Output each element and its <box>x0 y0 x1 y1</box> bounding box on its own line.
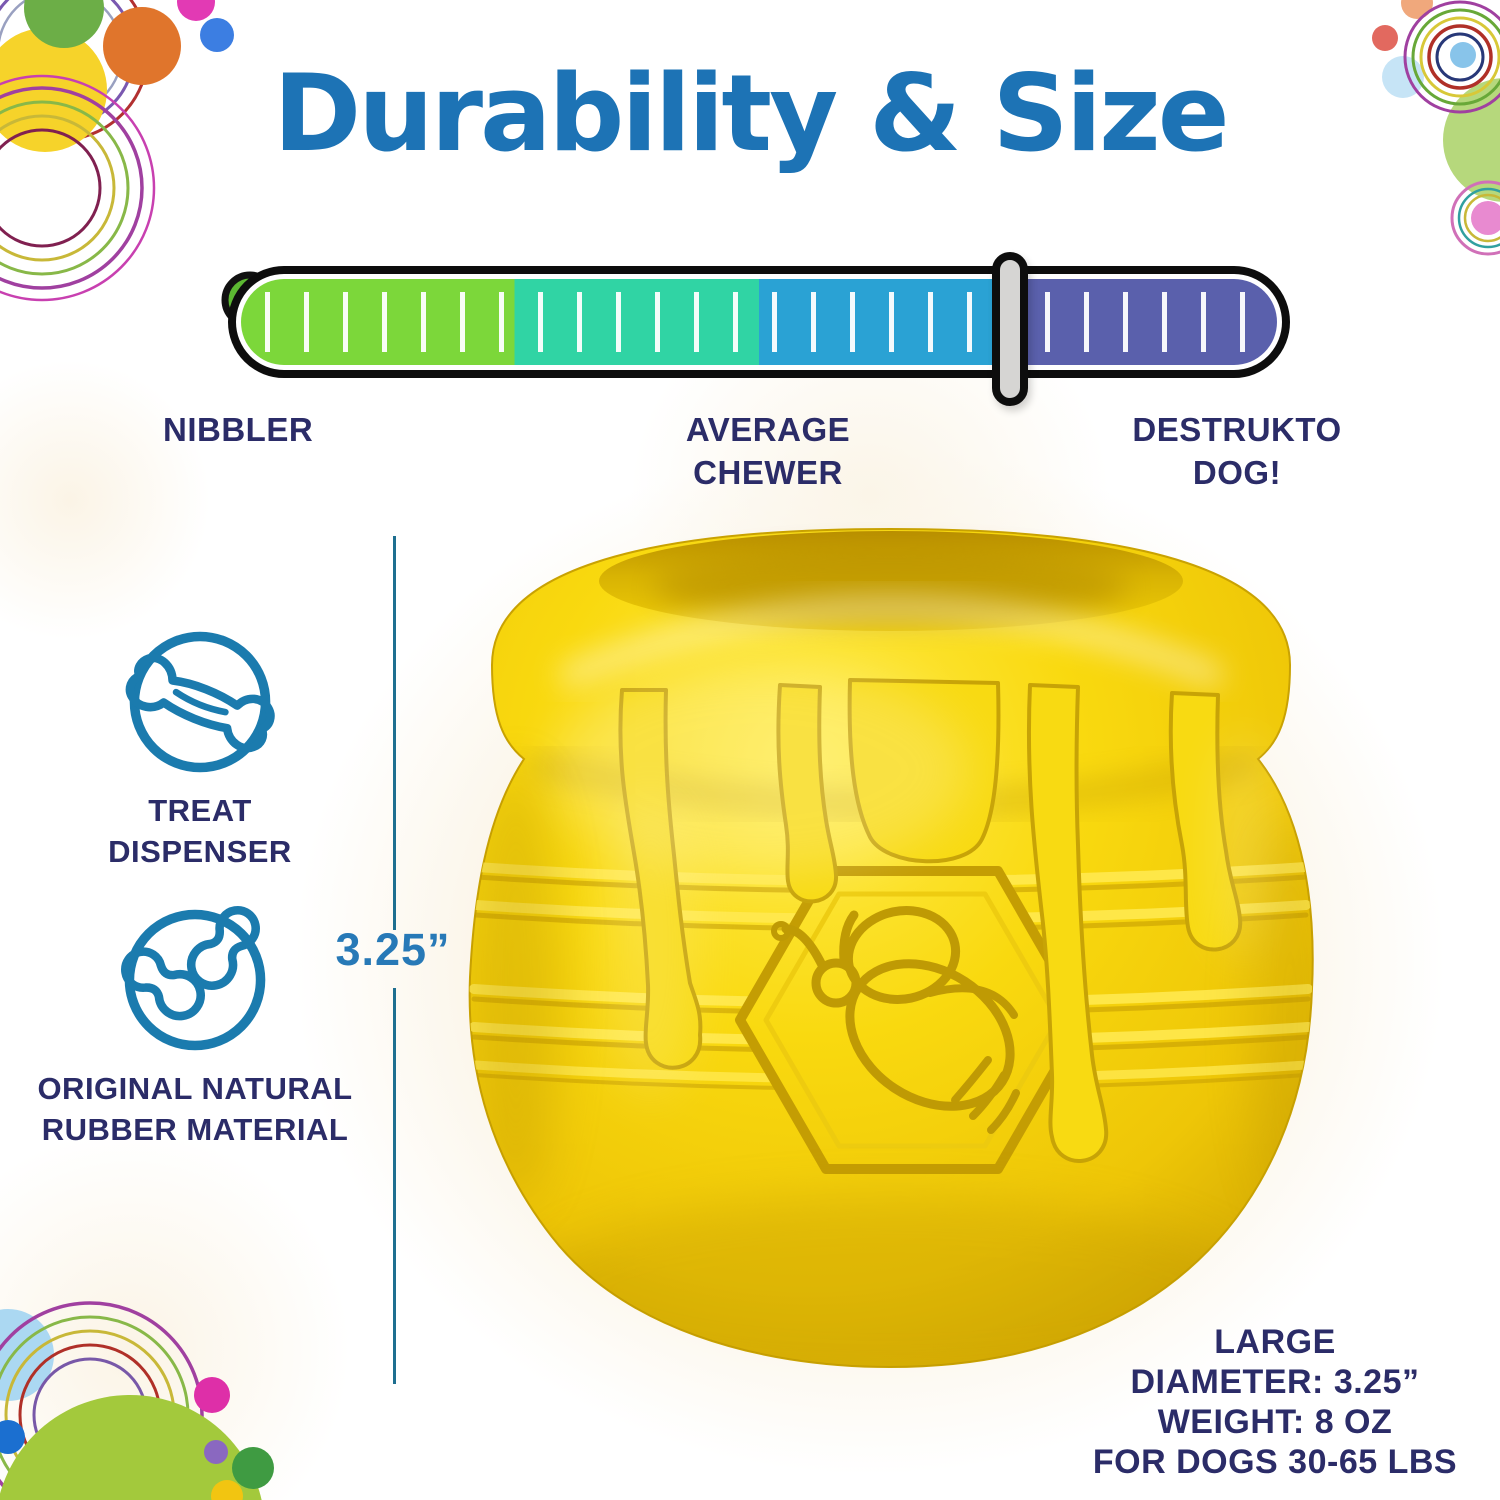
meter-label-line: DESTRUKTO <box>1132 411 1342 448</box>
feature-natural-rubber: ORIGINAL NATURAL RUBBER MATERIAL <box>25 904 365 1150</box>
durability-meter-ticks <box>265 292 1253 352</box>
rubber-icon <box>119 904 271 1056</box>
background-glow <box>0 1130 350 1500</box>
spec-dog-range: FOR DOGS 30-65 LBS <box>1092 1443 1458 1481</box>
meter-label-line: NIBBLER <box>163 411 314 448</box>
spec-size: LARGE <box>1214 1323 1336 1361</box>
decoration-bottom-left <box>0 1301 274 1500</box>
feature-label-line: ORIGINAL NATURAL <box>37 1071 353 1106</box>
feature-label-line: DISPENSER <box>108 834 292 869</box>
meter-label-average-chewer: AVERAGE CHEWER <box>628 408 908 494</box>
measure-line-top <box>393 536 396 930</box>
meter-label-nibbler: NIBBLER <box>163 408 313 451</box>
background-glow <box>0 360 210 640</box>
meter-label-destrukto-dog: DESTRUKTO DOG! <box>1095 408 1379 494</box>
feature-label-line: TREAT <box>148 793 252 828</box>
meter-label-line: AVERAGE <box>685 411 851 448</box>
feature-label: TREAT DISPENSER <box>35 790 365 872</box>
honey-pot-image <box>450 515 1330 1395</box>
spec-diameter: DIAMETER: 3.25” <box>1130 1363 1420 1401</box>
feature-label-line: RUBBER MATERIAL <box>41 1112 349 1147</box>
measure-line-bottom <box>393 988 396 1384</box>
size-specs: LARGE DIAMETER: 3.25” WEIGHT: 8 OZ FOR D… <box>1085 1322 1465 1482</box>
page-title: Durability & Size <box>273 52 1229 175</box>
meter-label-line: CHEWER <box>693 454 843 491</box>
durability-meter-fill <box>241 279 1277 365</box>
meter-label-line: DOG! <box>1192 454 1282 491</box>
feature-treat-dispenser: TREAT DISPENSER <box>35 626 365 872</box>
durability-meter-track <box>228 252 1290 406</box>
durability-meter-handle <box>992 252 1029 406</box>
spec-weight: WEIGHT: 8 OZ <box>1157 1403 1393 1441</box>
feature-label: ORIGINAL NATURAL RUBBER MATERIAL <box>25 1068 365 1150</box>
bone-icon <box>124 626 276 778</box>
measure-label: 3.25” <box>335 924 451 975</box>
